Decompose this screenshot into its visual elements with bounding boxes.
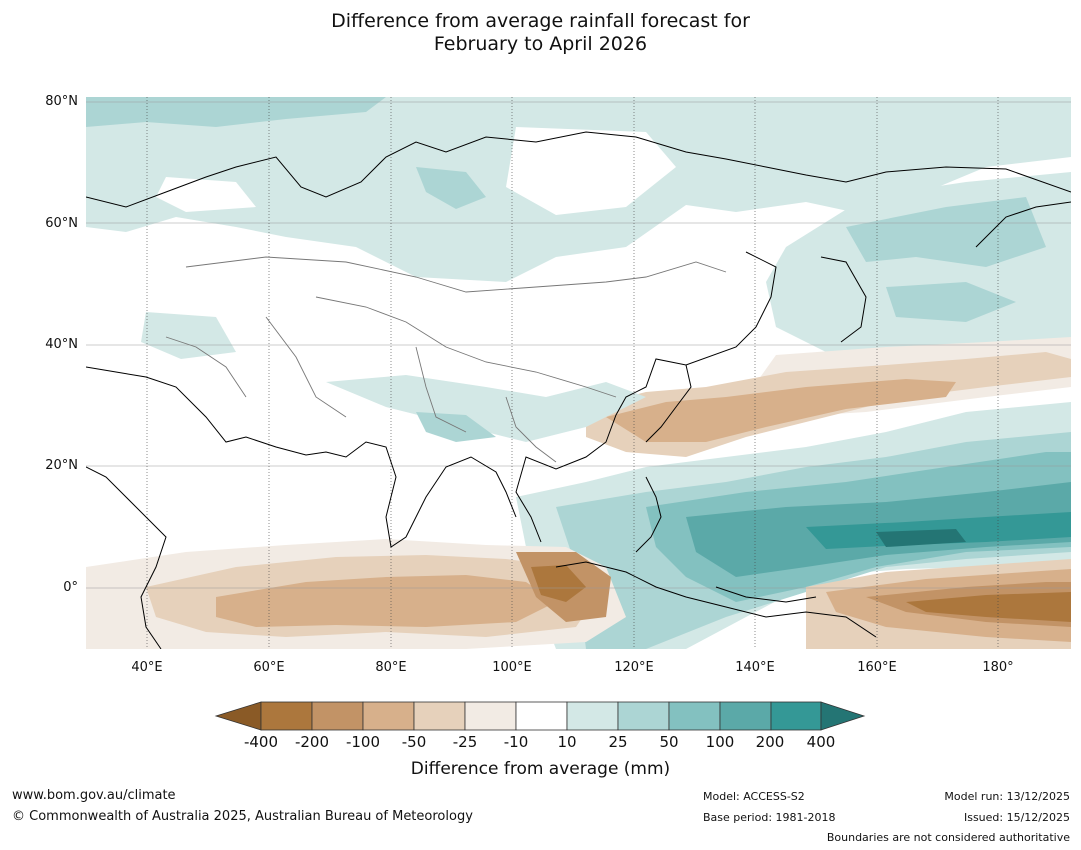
- colorbar-label: -100: [345, 733, 381, 751]
- issued-text: Issued: 15/12/2025: [963, 811, 1070, 824]
- colorbar-label: 100: [705, 733, 735, 751]
- rainfall-anomaly-map: [86, 97, 1071, 649]
- colorbar-label: -200: [294, 733, 330, 751]
- colorbar-title: Difference from average (mm): [410, 759, 671, 779]
- disclaimer-text: Boundaries are not considered authoritat…: [826, 831, 1070, 844]
- colorbar-bin-7: [566, 701, 619, 731]
- wet-anomaly-nw-pacific: [766, 172, 1071, 365]
- lat-label-40n: 40°N: [45, 337, 78, 352]
- colorbar-bin-3: [362, 701, 415, 731]
- lon-label-140e: 140°E: [735, 660, 775, 675]
- lat-label-20n: 20°N: [45, 458, 78, 473]
- map-title-line2: February to April 2026: [433, 33, 648, 55]
- colorbar-label: 400: [806, 733, 836, 751]
- lon-label-180: 180°: [982, 660, 1014, 675]
- colorbar: [214, 701, 866, 731]
- lon-label-100e: 100°E: [492, 660, 532, 675]
- colorbar-extend-low: [214, 701, 262, 731]
- copyright-text: © Commonwealth of Australia 2025, Austra…: [12, 809, 473, 824]
- colorbar-bin-9: [668, 701, 721, 731]
- model-run-text: Model run: 13/12/2025: [944, 790, 1070, 803]
- lat-label-80n: 80°N: [45, 94, 78, 109]
- base-period-text: Base period: 1981-2018: [703, 811, 836, 824]
- dry-anomaly-indian-ocean: [86, 539, 626, 649]
- colorbar-bin-4: [413, 701, 466, 731]
- lon-label-40e: 40°E: [131, 660, 163, 675]
- dry-anomaly-south-pacific: [806, 559, 1071, 649]
- model-text: Model: ACCESS-S2: [703, 790, 805, 803]
- website-link[interactable]: www.bom.gov.au/climate: [12, 788, 176, 803]
- lon-label-120e: 120°E: [614, 660, 654, 675]
- map-title-line1: Difference from average rainfall forecas…: [331, 10, 750, 32]
- colorbar-bin-8: [617, 701, 670, 731]
- colorbar-bin-10: [719, 701, 772, 731]
- colorbar-label: 10: [557, 733, 577, 751]
- wet-anomaly-south-asia: [141, 312, 646, 442]
- colorbar-label: -25: [452, 733, 478, 751]
- colorbar-bin-1: [260, 701, 313, 731]
- lat-label-0: 0°: [63, 580, 78, 595]
- colorbar-bin-2: [311, 701, 364, 731]
- colorbar-extend-high: [820, 701, 866, 731]
- country-boundaries: [165, 256, 727, 463]
- coastlines: [86, 131, 1071, 649]
- colorbar-label: -400: [243, 733, 279, 751]
- wet-anomaly-tropical-pacific: [516, 402, 1071, 649]
- wet-anomaly-north-eurasia: [86, 97, 1071, 282]
- colorbar-bin-6: [515, 701, 568, 731]
- colorbar-label: 25: [608, 733, 628, 751]
- lat-label-60n: 60°N: [45, 216, 78, 231]
- colorbar-label: -50: [401, 733, 427, 751]
- dry-anomaly-subtropical-pacific: [586, 337, 1071, 457]
- colorbar-label: -10: [503, 733, 529, 751]
- map-gridlines: [86, 97, 1071, 649]
- lon-label-160e: 160°E: [857, 660, 897, 675]
- colorbar-label: 50: [659, 733, 679, 751]
- colorbar-bin-5: [464, 701, 517, 731]
- colorbar-bin-11: [770, 701, 822, 731]
- lon-label-80e: 80°E: [375, 660, 407, 675]
- lon-label-60e: 60°E: [253, 660, 285, 675]
- colorbar-label: 200: [755, 733, 785, 751]
